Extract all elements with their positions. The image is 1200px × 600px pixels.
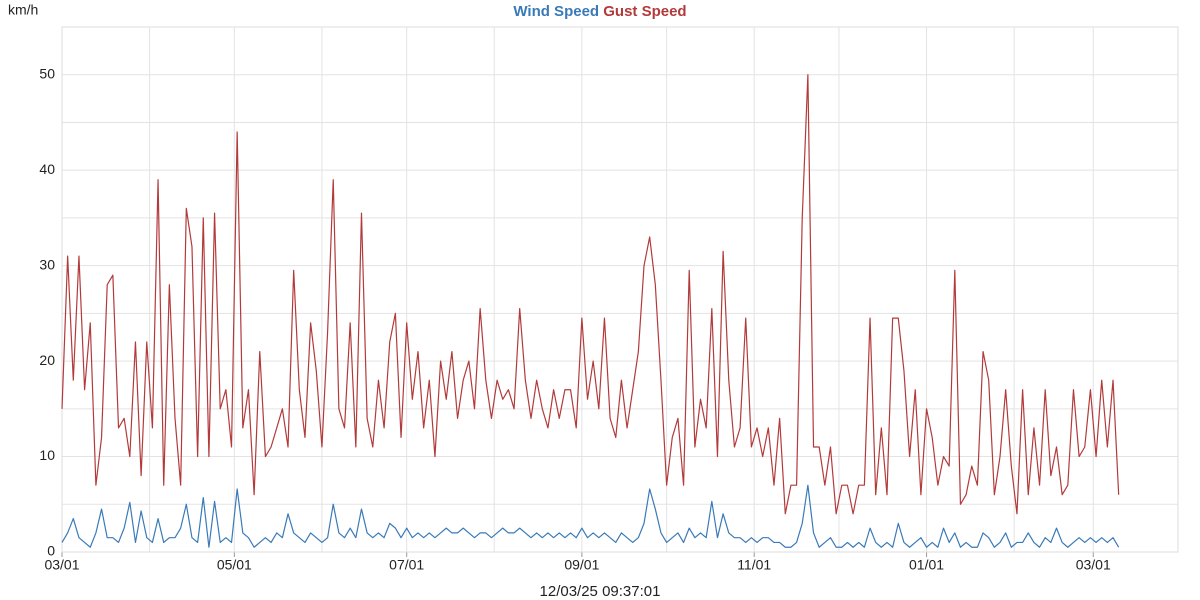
x-axis-label: 12/03/25 09:37:01	[540, 583, 661, 600]
series-line	[61, 484, 1120, 548]
x-tick-label: 03/01	[44, 557, 79, 573]
x-tick-label: 03/01	[1076, 557, 1111, 573]
x-tick-label: 01/01	[909, 557, 944, 573]
y-tick-label: 40	[39, 161, 55, 177]
x-tick-label: 05/01	[217, 557, 252, 573]
legend: Wind Speed Gust Speed	[513, 3, 686, 20]
y-tick-label: 10	[39, 447, 55, 463]
y-tick-label: 20	[39, 352, 55, 368]
legend-entry[interactable]: Wind Speed	[513, 3, 599, 20]
x-tick-label: 09/01	[564, 557, 599, 573]
y-tick-label: 50	[39, 65, 55, 81]
y-axis-label: km/h	[8, 2, 38, 18]
x-tick-label: 11/01	[737, 557, 771, 573]
legend-entry[interactable]: Gust Speed	[603, 3, 686, 20]
series-line	[61, 74, 1120, 515]
y-tick-label: 30	[39, 256, 55, 272]
x-tick-label: 07/01	[389, 557, 424, 573]
plot-frame	[61, 26, 1179, 553]
y-tick-label: 0	[47, 543, 55, 559]
